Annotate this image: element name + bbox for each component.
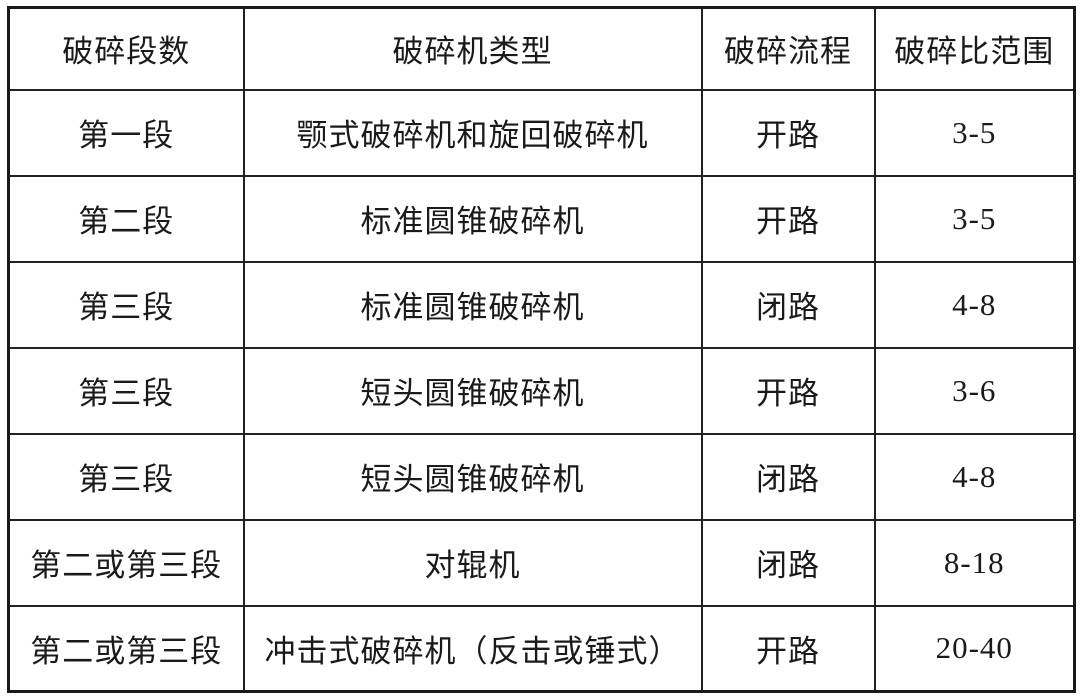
cell-crusher-type: 颚式破碎机和旋回破碎机: [242, 88, 703, 177]
cell-stage: 第二或第三段: [7, 518, 245, 607]
table-header-row: 破碎段数 破碎机类型 破碎流程 破碎比范围: [7, 6, 1076, 91]
cell-process: 开路: [700, 604, 876, 693]
table-row: 第三段 短头圆锥破碎机 开路 3-6: [7, 346, 1076, 435]
cell-ratio-range: 3-5: [873, 88, 1076, 177]
cell-stage: 第三段: [7, 346, 245, 435]
header-cell-stage: 破碎段数: [7, 6, 245, 91]
cell-ratio-range: 4-8: [873, 432, 1076, 521]
cell-crusher-type: 对辊机: [242, 518, 703, 607]
cell-ratio-range: 4-8: [873, 260, 1076, 349]
table-row: 第二段 标准圆锥破碎机 开路 3-5: [7, 174, 1076, 263]
cell-process: 闭路: [700, 432, 876, 521]
cell-ratio-range: 8-18: [873, 518, 1076, 607]
header-cell-process: 破碎流程: [700, 6, 876, 91]
table-row: 第一段 颚式破碎机和旋回破碎机 开路 3-5: [7, 88, 1076, 177]
cell-stage: 第三段: [7, 260, 245, 349]
cell-stage: 第三段: [7, 432, 245, 521]
cell-process: 开路: [700, 174, 876, 263]
crushing-stages-table: 破碎段数 破碎机类型 破碎流程 破碎比范围 第一段 颚式破碎机和旋回破碎机 开路…: [7, 6, 1076, 693]
cell-stage: 第一段: [7, 88, 245, 177]
cell-crusher-type: 短头圆锥破碎机: [242, 346, 703, 435]
header-cell-crusher-type: 破碎机类型: [242, 6, 703, 91]
cell-process: 开路: [700, 346, 876, 435]
header-cell-ratio-range: 破碎比范围: [873, 6, 1076, 91]
cell-stage: 第二段: [7, 174, 245, 263]
cell-ratio-range: 3-5: [873, 174, 1076, 263]
table-row: 第二或第三段 对辊机 闭路 8-18: [7, 518, 1076, 607]
cell-ratio-range: 20-40: [873, 604, 1076, 693]
table-row: 第三段 标准圆锥破碎机 闭路 4-8: [7, 260, 1076, 349]
table-row: 第二或第三段 冲击式破碎机（反击或锤式） 开路 20-40: [7, 604, 1076, 693]
cell-crusher-type: 短头圆锥破碎机: [242, 432, 703, 521]
cell-crusher-type: 标准圆锥破碎机: [242, 174, 703, 263]
cell-process: 闭路: [700, 518, 876, 607]
cell-crusher-type: 冲击式破碎机（反击或锤式）: [242, 604, 703, 693]
cell-process: 闭路: [700, 260, 876, 349]
cell-crusher-type: 标准圆锥破碎机: [242, 260, 703, 349]
cell-ratio-range: 3-6: [873, 346, 1076, 435]
table-row: 第三段 短头圆锥破碎机 闭路 4-8: [7, 432, 1076, 521]
cell-stage: 第二或第三段: [7, 604, 245, 693]
cell-process: 开路: [700, 88, 876, 177]
